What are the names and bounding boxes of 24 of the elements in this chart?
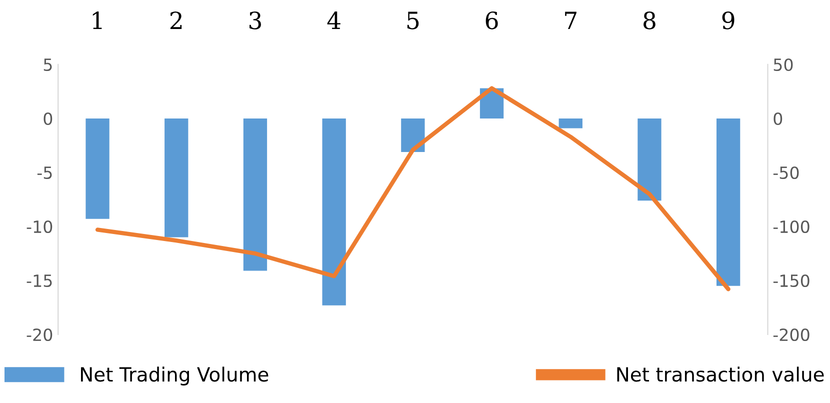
x-tick-label: 7 [565,12,576,30]
y2-tick-label: -200 [773,328,810,342]
y2-tick-label: 50 [774,58,793,72]
x-tick-label: 4 [327,11,340,30]
line-series [95,86,730,292]
y-tick-label: -10 [26,220,52,234]
x-tick-label: 1 [92,11,102,30]
x-tick-label: 2 [170,11,182,30]
legend-label: Net Trading Volume [81,366,268,386]
y-tick-label: -15 [26,274,52,288]
x-tick-label: 8 [644,11,656,30]
y-tick-label: -5 [37,166,52,180]
x-tick-label: 9 [722,11,734,30]
x-tick-label: 6 [486,11,498,30]
y-tick-label: -20 [26,328,52,342]
y2-tick-label: -50 [773,166,799,180]
y-tick-label: 5 [44,58,52,72]
y-tick-label: 0 [44,112,52,126]
legend-label: Net transaction value [617,366,824,382]
x-tick-label: 5 [407,12,419,30]
y2-tick-label: 0 [774,112,782,126]
x-tick-label: 3 [250,11,261,30]
y2-tick-label: -100 [773,220,810,234]
y2-tick-label: -150 [773,274,810,288]
